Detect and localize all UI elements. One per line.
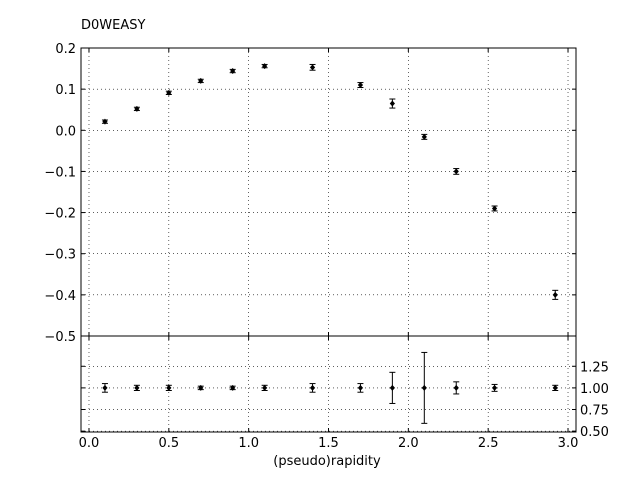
main-marker: [230, 68, 236, 75]
x-tick-label: 1.5: [318, 436, 339, 451]
main-marker: [309, 64, 316, 71]
main-marker: [389, 100, 395, 107]
x-tick-label: 2.5: [478, 436, 499, 451]
ratio-marker: [102, 384, 108, 391]
main-y-ticks: 0.2 0.1 0.0 −0.1 −0.2 −0.3 −0.4 −0.5: [44, 42, 576, 345]
ratio-marker: [491, 384, 498, 391]
main-data-point: [357, 82, 364, 89]
ratio-y-ticks: 1.25 1.00 0.75 0.50: [81, 360, 609, 440]
main-marker: [453, 168, 459, 175]
main-marker: [421, 133, 427, 140]
main-data-point: [165, 89, 172, 96]
ratio-marker: [453, 384, 459, 391]
ratio-marker: [389, 384, 395, 391]
ratio-marker: [421, 384, 427, 391]
main-data-point: [552, 289, 559, 300]
main-data-point: [491, 205, 498, 212]
chart-title: D0WEASY: [81, 18, 145, 33]
x-tick-label: 1.0: [238, 436, 259, 451]
main-data-point: [453, 168, 460, 175]
ratio-data-point: [309, 383, 316, 393]
ratio-data-point: [453, 381, 460, 395]
main-y-tick-label: 0.1: [55, 83, 76, 98]
main-data-point: [421, 133, 428, 140]
main-marker: [262, 63, 268, 70]
ratio-data-point: [197, 384, 204, 391]
main-data-point: [389, 98, 396, 109]
main-marker: [198, 77, 204, 84]
ratio-data-point: [357, 383, 364, 393]
ratio-marker: [134, 384, 140, 391]
main-y-tick-label: −0.3: [44, 248, 76, 263]
ratio-data-point: [229, 384, 236, 391]
x-tick-label: 2.0: [398, 436, 419, 451]
main-y-tick-label: −0.5: [44, 330, 76, 345]
ratio-grid: [81, 336, 576, 432]
main-data-point: [197, 77, 204, 84]
main-data-points: [101, 63, 559, 300]
ratio-data-point: [491, 383, 498, 392]
ratio-data-point: [552, 384, 559, 391]
x-tick-label: 0.0: [79, 436, 100, 451]
ratio-marker: [357, 384, 364, 391]
x-tick-label: 3.0: [558, 436, 579, 451]
main-data-point: [261, 63, 268, 70]
ratio-data-points: [101, 351, 559, 424]
main-y-tick-label: −0.4: [44, 289, 76, 304]
ratio-y-tick-label: 1.00: [580, 382, 609, 397]
main-marker: [166, 89, 172, 96]
x-ticks: 0.0 0.5 1.0 1.5 2.0 2.5 3.0: [79, 48, 579, 451]
main-data-point: [309, 63, 316, 71]
main-marker: [491, 205, 498, 212]
main-y-tick-label: −0.2: [44, 207, 76, 222]
ratio-y-tick-label: 0.75: [580, 404, 609, 419]
ratio-marker: [230, 384, 236, 391]
main-data-point: [101, 118, 108, 125]
ratio-data-point: [165, 384, 172, 391]
main-marker: [134, 105, 140, 112]
ratio-data-point: [421, 351, 428, 424]
ratio-data-point: [261, 384, 268, 391]
ratio-y-tick-label: 1.25: [580, 360, 609, 375]
main-grid: [81, 48, 576, 336]
main-marker: [357, 82, 364, 89]
ratio-marker: [166, 384, 172, 391]
x-axis-label: (pseudo)rapidity: [273, 454, 381, 469]
ratio-marker: [262, 384, 268, 391]
ratio-marker: [552, 384, 558, 391]
main-marker: [102, 118, 108, 125]
main-y-tick-label: 0.0: [55, 124, 76, 139]
main-data-point: [133, 105, 140, 112]
main-y-tick-label: −0.1: [44, 165, 76, 180]
main-marker: [552, 291, 558, 298]
ratio-y-tick-label: 0.50: [580, 425, 609, 440]
ratio-marker: [309, 384, 316, 391]
ratio-data-point: [133, 384, 140, 391]
ratio-marker: [198, 384, 204, 391]
x-tick-label: 0.5: [158, 436, 179, 451]
ratio-data-point: [101, 383, 108, 393]
main-y-tick-label: 0.2: [55, 42, 76, 57]
main-data-point: [229, 68, 236, 75]
ratio-data-point: [389, 371, 396, 404]
